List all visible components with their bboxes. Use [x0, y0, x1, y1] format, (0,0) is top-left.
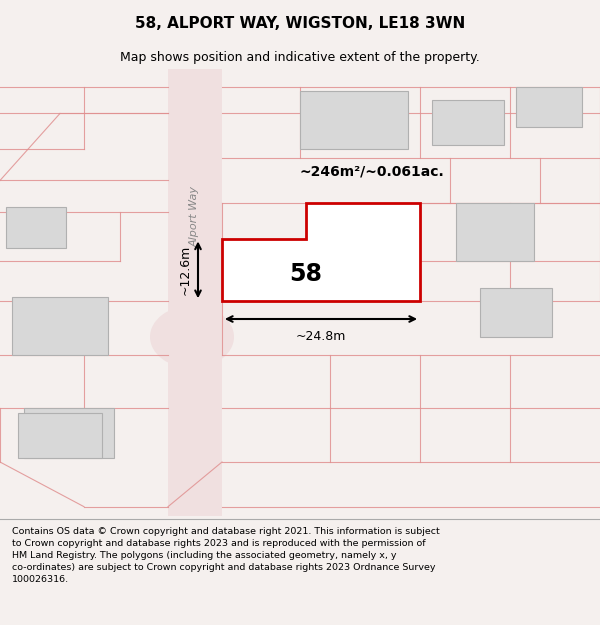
Text: Map shows position and indicative extent of the property.: Map shows position and indicative extent…: [120, 51, 480, 64]
Bar: [24, 408, 114, 458]
Polygon shape: [222, 202, 420, 301]
Text: Alport Way: Alport Way: [190, 186, 200, 247]
Bar: [18, 413, 102, 458]
Text: ~24.8m: ~24.8m: [296, 330, 346, 343]
Circle shape: [150, 306, 234, 368]
Text: 58: 58: [290, 262, 323, 286]
Bar: [12, 297, 108, 355]
Polygon shape: [168, 69, 222, 516]
Bar: [300, 91, 408, 149]
Text: ~12.6m: ~12.6m: [179, 245, 192, 295]
Bar: [516, 87, 582, 127]
Bar: [432, 100, 504, 145]
Bar: [480, 288, 552, 337]
Text: ~246m²/~0.061ac.: ~246m²/~0.061ac.: [299, 164, 445, 179]
Text: Contains OS data © Crown copyright and database right 2021. This information is : Contains OS data © Crown copyright and d…: [12, 526, 440, 584]
Text: 58, ALPORT WAY, WIGSTON, LE18 3WN: 58, ALPORT WAY, WIGSTON, LE18 3WN: [135, 16, 465, 31]
Bar: [456, 202, 534, 261]
Bar: [6, 208, 66, 248]
